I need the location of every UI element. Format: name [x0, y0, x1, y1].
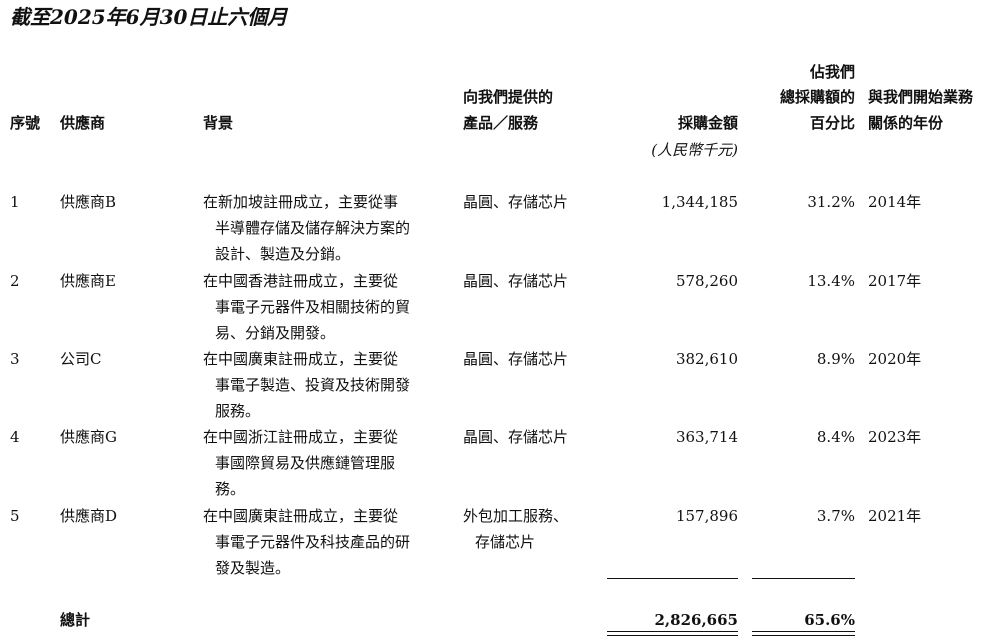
total-double-rule-amount-2: [607, 635, 738, 636]
row-background-line: 半導體存儲及儲存解決方案的: [215, 219, 411, 237]
header-background: 背景: [203, 114, 234, 132]
row-background-line: 服務。: [215, 402, 261, 420]
header-pct-l3: 百分比: [809, 114, 855, 132]
row-amount: 382,610: [675, 350, 738, 368]
header-amount: 採購金額: [677, 114, 738, 132]
row-background-line: 事電子元器件及相關技術的貿: [215, 298, 411, 316]
row-background-line: 在新加坡註冊成立，主要從事: [203, 193, 399, 211]
row-background-line: 事電子元器件及科技產品的研: [215, 533, 411, 551]
row-products-line: 存儲芯片: [475, 533, 536, 551]
row-year: 2014年: [868, 193, 922, 211]
row-supplier: 供應商B: [60, 193, 117, 211]
row-amount: 363,714: [675, 428, 738, 446]
row-no: 1: [10, 193, 20, 211]
row-year: 2020年: [868, 350, 922, 368]
row-background-line: 發及製造。: [215, 559, 291, 577]
header-products-l1: 向我們提供的: [463, 88, 554, 106]
row-amount: 157,896: [675, 507, 738, 525]
page-title: 截至2025年6月30日止六個月: [10, 5, 288, 29]
row-background-line: 在中國廣東註冊成立，主要從: [203, 507, 399, 525]
header-pct-l2: 總採購額的: [779, 88, 855, 106]
row-background-line: 在中國廣東註冊成立，主要從: [203, 350, 399, 368]
total-amount: 2,826,665: [654, 611, 738, 629]
row-products-line: 晶圓、存儲芯片: [463, 272, 569, 290]
subtotal-rule-pct: [752, 578, 855, 579]
row-background-line: 務。: [215, 480, 246, 498]
row-year: 2021年: [868, 507, 922, 525]
header-no: 序號: [10, 114, 41, 132]
header-products-l2: 產品／服務: [463, 114, 539, 132]
row-amount: 578,260: [675, 272, 738, 290]
header-amount-unit: (人民幣千元): [651, 141, 738, 159]
row-pct: 13.4%: [807, 272, 855, 290]
row-year: 2017年: [868, 272, 922, 290]
row-background-line: 事國際貿易及供應鏈管理服: [215, 454, 396, 472]
header-year-l1: 與我們開始業務: [868, 88, 974, 106]
row-pct: 31.2%: [807, 193, 855, 211]
row-amount: 1,344,185: [661, 193, 738, 211]
header-pct-l1: 佔我們: [809, 63, 855, 81]
row-products-line: 外包加工服務、: [463, 507, 569, 525]
row-pct: 8.9%: [816, 350, 855, 368]
total-double-rule-pct-1: [752, 631, 855, 632]
row-no: 4: [10, 428, 20, 446]
row-products-line: 晶圓、存儲芯片: [463, 350, 569, 368]
row-background-line: 事電子製造、投資及技術開發: [215, 376, 411, 394]
header-year-l2: 關係的年份: [868, 114, 944, 132]
row-supplier: 供應商E: [60, 272, 116, 290]
row-supplier: 供應商D: [60, 507, 118, 525]
total-pct: 65.6%: [804, 611, 855, 629]
row-no: 5: [10, 507, 20, 525]
row-background-line: 在中國香港註冊成立，主要從: [203, 272, 399, 290]
row-pct: 3.7%: [816, 507, 855, 525]
total-label: 總計: [60, 611, 91, 629]
header-supplier: 供應商: [60, 114, 106, 132]
row-products-line: 晶圓、存儲芯片: [463, 193, 569, 211]
row-background-line: 設計、製造及分銷。: [215, 245, 351, 263]
row-background-line: 在中國浙江註冊成立，主要從: [203, 428, 399, 446]
row-no: 3: [10, 350, 20, 368]
row-year: 2023年: [868, 428, 922, 446]
row-background-line: 易、分銷及開發。: [215, 324, 336, 342]
row-supplier: 供應商G: [60, 428, 117, 446]
row-products-line: 晶圓、存儲芯片: [463, 428, 569, 446]
total-double-rule-pct-2: [752, 635, 855, 636]
row-no: 2: [10, 272, 20, 290]
total-double-rule-amount-1: [607, 631, 738, 632]
row-pct: 8.4%: [816, 428, 855, 446]
subtotal-rule-amount: [607, 578, 738, 579]
row-supplier: 公司C: [60, 350, 102, 368]
